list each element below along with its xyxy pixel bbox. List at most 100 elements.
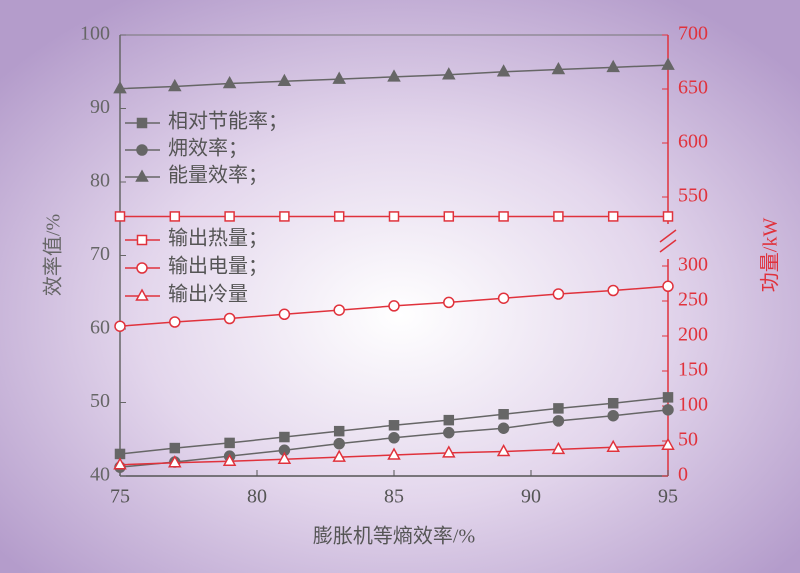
marker — [169, 211, 181, 222]
marker — [387, 447, 401, 460]
marker — [662, 404, 674, 416]
marker — [553, 403, 564, 414]
marker — [388, 211, 400, 222]
x-tick-label: 90 — [521, 486, 541, 508]
y2-tick-label: 650 — [678, 77, 708, 99]
y-tick-label: 70 — [90, 243, 110, 265]
y2-tick-label: 250 — [678, 289, 708, 311]
y-tick-label: 60 — [90, 317, 110, 339]
marker — [442, 445, 456, 458]
y-tick-label: 80 — [90, 170, 110, 192]
marker — [553, 211, 564, 222]
y2-axis-label: 功量/kW — [759, 218, 782, 293]
marker — [662, 211, 674, 222]
y2-tick-label: 600 — [678, 131, 708, 153]
marker — [662, 392, 674, 403]
marker — [662, 280, 674, 293]
legend-marker — [136, 144, 148, 156]
y-tick-label: 90 — [90, 96, 110, 118]
marker — [333, 304, 345, 316]
marker — [387, 69, 401, 82]
marker — [552, 288, 565, 300]
marker — [277, 451, 292, 464]
y2-tick-label: 200 — [678, 324, 708, 346]
marker — [114, 320, 126, 332]
marker — [222, 453, 237, 467]
legend-label: 㶲效率； — [168, 137, 248, 160]
marker — [114, 211, 126, 222]
marker — [607, 284, 619, 297]
marker — [496, 443, 511, 457]
marker — [277, 73, 292, 87]
y-tick-label: 50 — [90, 390, 110, 412]
x-tick-label: 75 — [110, 486, 130, 508]
marker — [224, 437, 235, 449]
legend-label: 能量效率； — [168, 164, 268, 187]
marker — [388, 432, 400, 444]
marker — [551, 61, 566, 75]
y2-tick-label: 150 — [678, 359, 708, 381]
marker — [168, 78, 182, 92]
marker — [114, 448, 126, 460]
legend-label: 相对节能率； — [168, 110, 288, 133]
y2-tick-label: 50 — [678, 429, 698, 451]
marker — [388, 300, 400, 312]
marker — [332, 71, 346, 84]
axis-break — [659, 239, 677, 253]
legend-marker — [135, 169, 149, 182]
marker — [443, 296, 455, 309]
axis-break — [659, 229, 677, 243]
marker — [607, 409, 619, 422]
marker — [278, 308, 291, 321]
marker — [607, 397, 619, 409]
marker — [498, 211, 509, 222]
legend-label: 输出电量； — [168, 255, 268, 278]
marker — [169, 442, 181, 454]
marker — [551, 441, 566, 455]
marker — [606, 439, 620, 453]
x-tick-label: 80 — [247, 486, 267, 508]
marker — [333, 437, 345, 450]
y-axis-label: 效率值/% — [42, 214, 65, 296]
marker — [222, 75, 237, 89]
marker — [388, 420, 400, 431]
legend-label: 输出热量； — [168, 227, 268, 250]
marker — [497, 292, 510, 304]
y2-tick-label: 700 — [678, 23, 708, 45]
marker — [498, 409, 509, 420]
y2-tick-label: 300 — [678, 254, 708, 276]
marker — [168, 455, 182, 468]
x-tick-label: 95 — [658, 486, 678, 508]
x-axis-label: 膨胀机等熵效率/% — [313, 525, 475, 548]
marker — [333, 425, 345, 437]
marker — [442, 67, 456, 80]
legend-label: 输出冷量 — [168, 283, 248, 306]
y-tick-label: 40 — [90, 464, 110, 486]
marker — [661, 437, 675, 450]
marker — [497, 422, 510, 434]
y-tick-label: 100 — [80, 23, 110, 45]
y2-tick-label: 0 — [678, 464, 688, 486]
legend-marker — [136, 117, 148, 129]
marker — [332, 449, 346, 462]
marker — [496, 64, 511, 77]
marker — [113, 457, 127, 470]
marker — [443, 211, 455, 222]
marker — [661, 57, 675, 70]
marker — [279, 431, 290, 443]
y2-tick-label: 100 — [678, 394, 708, 416]
marker — [443, 426, 455, 439]
x-tick-label: 85 — [384, 486, 404, 508]
marker — [443, 414, 455, 426]
marker — [333, 211, 345, 222]
marker — [552, 415, 565, 427]
marker — [606, 59, 620, 73]
marker — [169, 316, 181, 328]
marker — [223, 312, 236, 325]
marker — [279, 211, 290, 222]
y2-tick-label: 550 — [678, 185, 708, 207]
legend-marker — [135, 288, 149, 301]
marker — [113, 81, 127, 94]
marker — [607, 211, 619, 222]
